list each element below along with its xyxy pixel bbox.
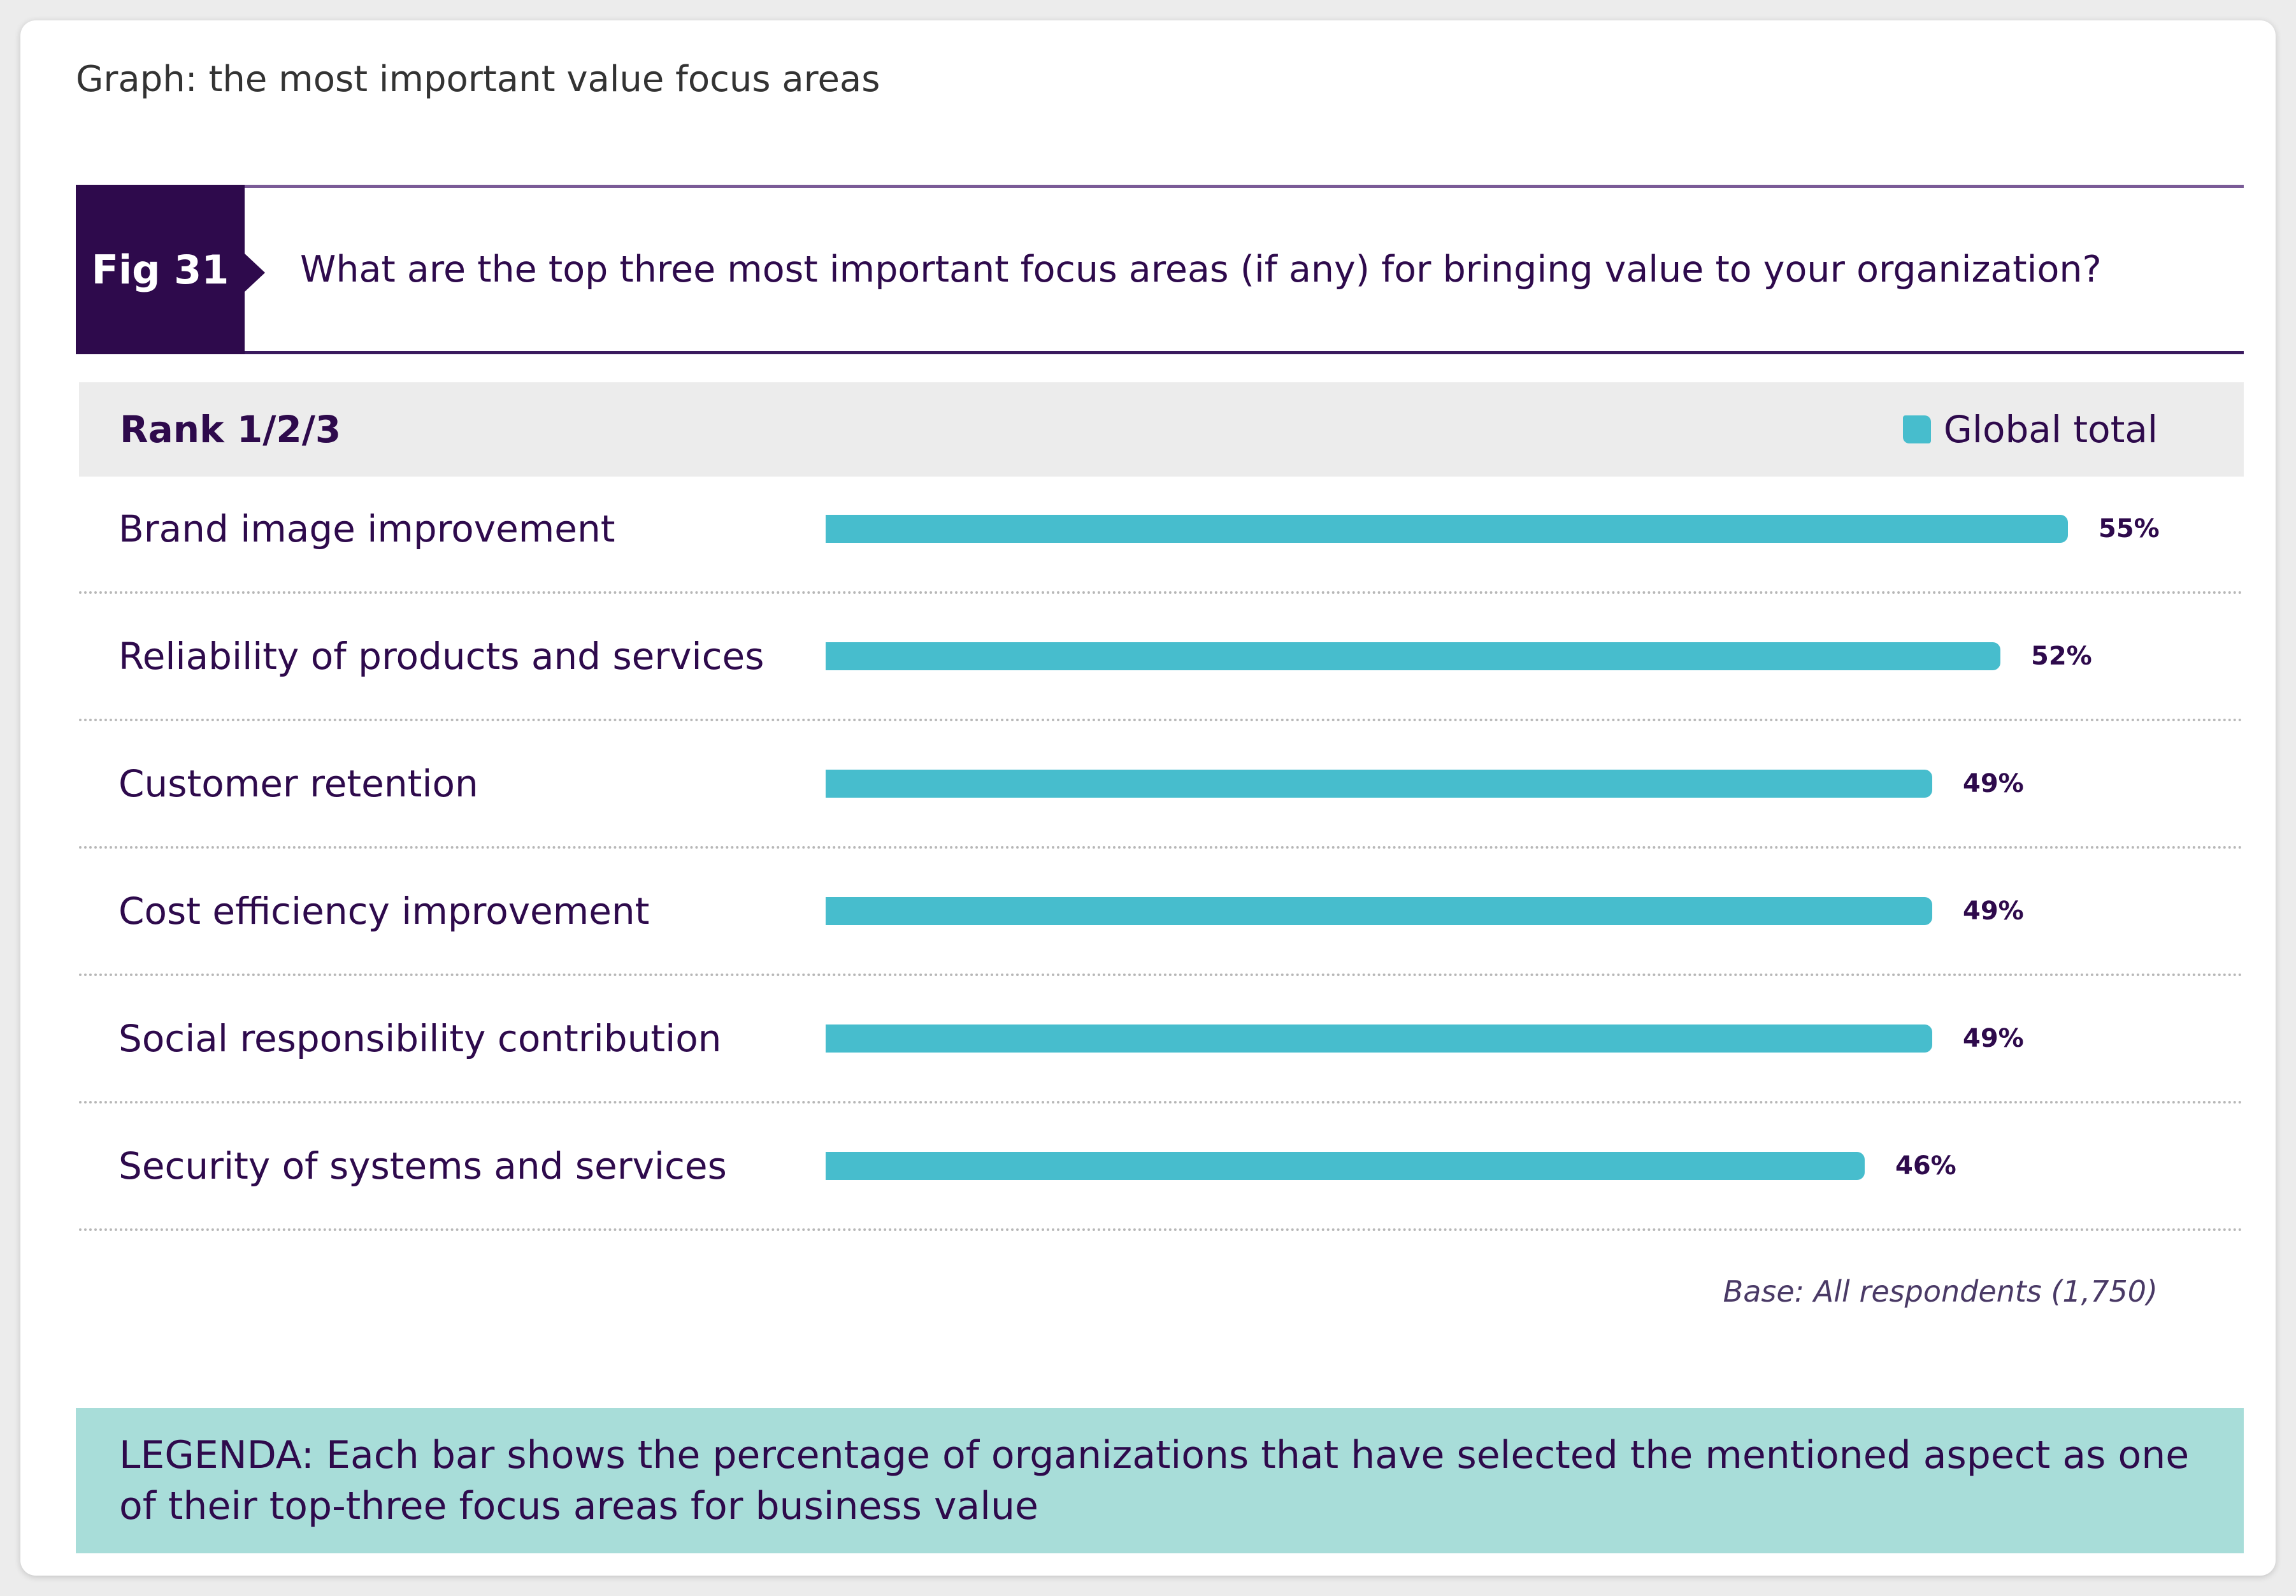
category-label: Social responsibility contribution (118, 1017, 722, 1060)
chart-row: Social responsibility contribution 49% (79, 976, 2244, 1104)
category-label: Reliability of products and services (118, 635, 764, 678)
category-label: Customer retention (118, 762, 478, 805)
legenda-text: LEGENDA: Each bar shows the percentage o… (119, 1433, 2190, 1528)
category-label: Cost efficiency improvement (118, 889, 650, 933)
bar (826, 897, 1932, 925)
legend-label: Global total (1943, 408, 2158, 451)
figure-header: Fig 31 What are the top three most impor… (76, 185, 2244, 354)
rank-header: Rank 1/2/3 Global total (79, 382, 2244, 477)
bar-value-label: 49% (1963, 1024, 2024, 1053)
figure-question: What are the top three most important fo… (300, 248, 2102, 291)
bar (826, 770, 1932, 798)
bar-value-label: 46% (1895, 1151, 1956, 1181)
chart-row: Reliability of products and services 52% (79, 594, 2244, 721)
figure-card: Graph: the most important value focus ar… (20, 20, 2276, 1576)
chart-row: Security of systems and services 46% (79, 1104, 2244, 1231)
rank-label: Rank 1/2/3 (120, 408, 341, 451)
legenda-box: LEGENDA: Each bar shows the percentage o… (76, 1408, 2244, 1553)
bar-value-label: 55% (2099, 514, 2160, 543)
bar (826, 1024, 1932, 1053)
chart-row: Cost efficiency improvement 49% (79, 849, 2244, 976)
graph-title: Graph: the most important value focus ar… (76, 59, 880, 100)
base-note: Base: All respondents (1,750) (1723, 1274, 2158, 1309)
bar-value-label: 49% (1963, 896, 2024, 926)
bar (826, 642, 2000, 670)
category-label: Brand image improvement (118, 507, 615, 550)
figure-label: Fig 31 (76, 185, 245, 354)
bar (826, 515, 2068, 543)
chart-row: Brand image improvement 55% (79, 466, 2244, 594)
bar-value-label: 52% (2031, 642, 2092, 671)
legend-swatch-icon (1902, 415, 1931, 443)
category-label: Security of systems and services (118, 1144, 727, 1188)
figure-arrow-icon (245, 254, 265, 292)
chart-legend: Global total (1902, 382, 2158, 477)
chart-row: Customer retention 49% (79, 721, 2244, 849)
bar (826, 1152, 1865, 1180)
bar-value-label: 49% (1963, 769, 2024, 798)
